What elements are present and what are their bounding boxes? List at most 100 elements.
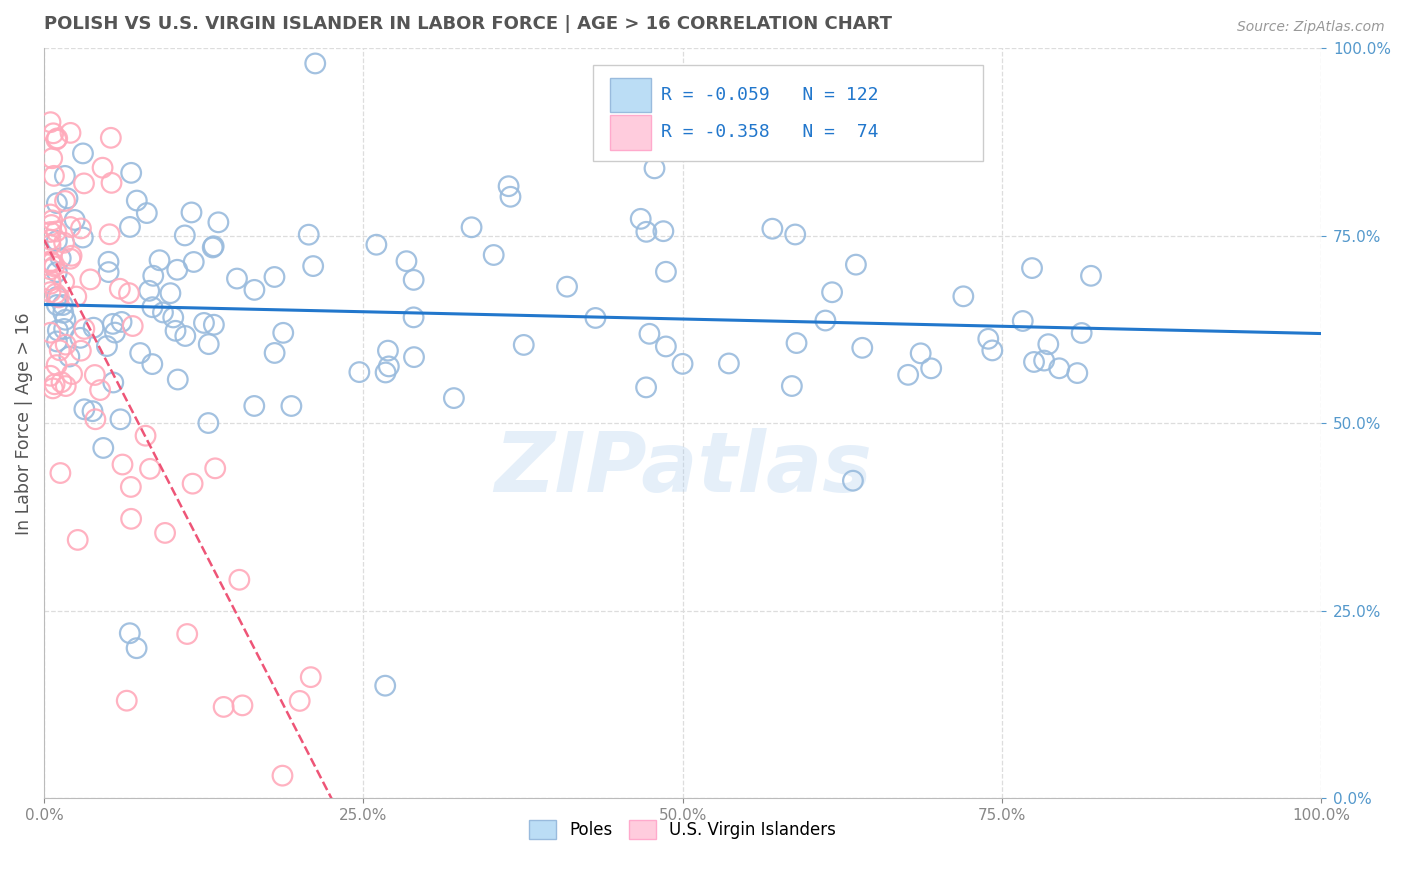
Point	[374, 679, 396, 693]
Point	[304, 56, 326, 70]
Point	[63, 213, 86, 227]
Point	[41, 218, 63, 232]
Point	[845, 258, 868, 272]
Point	[46, 323, 69, 337]
Point	[785, 227, 807, 242]
Point	[460, 220, 482, 235]
Point	[52, 298, 75, 312]
Point	[39, 277, 62, 291]
Point	[202, 318, 225, 332]
Point	[638, 326, 661, 341]
Point	[53, 194, 76, 208]
Point	[1047, 361, 1070, 376]
Point	[55, 337, 77, 351]
Point	[118, 286, 141, 301]
Point	[79, 272, 101, 286]
Point	[53, 275, 76, 289]
Point	[120, 512, 142, 526]
Point	[197, 337, 219, 351]
Point	[45, 265, 67, 279]
Point	[821, 285, 844, 300]
Point	[814, 313, 837, 327]
Point	[49, 466, 72, 480]
Point	[197, 416, 219, 430]
Point	[45, 290, 67, 304]
Point	[60, 249, 83, 263]
Point	[288, 694, 311, 708]
Point	[39, 115, 62, 129]
Point	[636, 380, 658, 394]
Point	[39, 285, 62, 299]
Point	[135, 206, 157, 220]
Point	[65, 289, 87, 303]
Point	[349, 365, 371, 379]
Point	[402, 310, 425, 325]
Point	[780, 379, 803, 393]
Point	[207, 215, 229, 229]
Point	[58, 350, 80, 364]
Point	[162, 310, 184, 325]
Point	[100, 176, 122, 190]
Point	[585, 310, 607, 325]
Point	[135, 428, 157, 442]
Point	[55, 379, 77, 393]
Point	[1080, 268, 1102, 283]
Point	[717, 356, 740, 370]
Point	[655, 339, 678, 353]
Point	[786, 336, 808, 351]
Point	[59, 252, 82, 266]
Point	[103, 376, 125, 390]
Point	[59, 126, 82, 140]
Point	[110, 315, 132, 329]
Point	[897, 368, 920, 382]
Point	[91, 441, 114, 455]
Point	[148, 253, 170, 268]
Point	[263, 346, 285, 360]
Point	[636, 225, 658, 239]
Point	[166, 372, 188, 386]
Point	[1070, 326, 1092, 340]
Point	[111, 458, 134, 472]
Point	[84, 412, 107, 426]
Point	[41, 151, 63, 165]
Point	[851, 341, 873, 355]
Point	[142, 268, 165, 283]
Point	[60, 367, 83, 381]
Point	[555, 279, 578, 293]
Point	[44, 260, 66, 274]
Point	[39, 255, 62, 269]
Point	[39, 368, 62, 383]
Point	[53, 235, 76, 250]
Point	[141, 300, 163, 314]
Point	[173, 228, 195, 243]
Point	[655, 265, 678, 279]
Point	[42, 381, 65, 395]
Point	[1021, 261, 1043, 276]
Text: R = -0.358   N =  74: R = -0.358 N = 74	[661, 123, 879, 142]
Point	[83, 320, 105, 334]
Point	[72, 230, 94, 244]
Point	[72, 146, 94, 161]
Point	[174, 329, 197, 343]
Point	[39, 254, 62, 268]
Point	[48, 290, 70, 304]
Point	[96, 339, 118, 353]
Point	[69, 331, 91, 345]
Point	[842, 474, 865, 488]
Point	[298, 227, 321, 242]
Point	[280, 399, 302, 413]
Text: POLISH VS U.S. VIRGIN ISLANDER IN LABOR FORCE | AGE > 16 CORRELATION CHART: POLISH VS U.S. VIRGIN ISLANDER IN LABOR …	[44, 15, 893, 33]
Point	[263, 270, 285, 285]
Point	[45, 298, 67, 312]
Point	[204, 461, 226, 475]
Point	[166, 262, 188, 277]
Point	[378, 359, 401, 374]
Point	[39, 207, 62, 221]
Point	[104, 326, 127, 340]
FancyBboxPatch shape	[593, 65, 983, 161]
Point	[59, 219, 82, 234]
Point	[920, 361, 942, 376]
Point	[482, 248, 505, 262]
Point	[1038, 337, 1060, 351]
Point	[271, 769, 294, 783]
